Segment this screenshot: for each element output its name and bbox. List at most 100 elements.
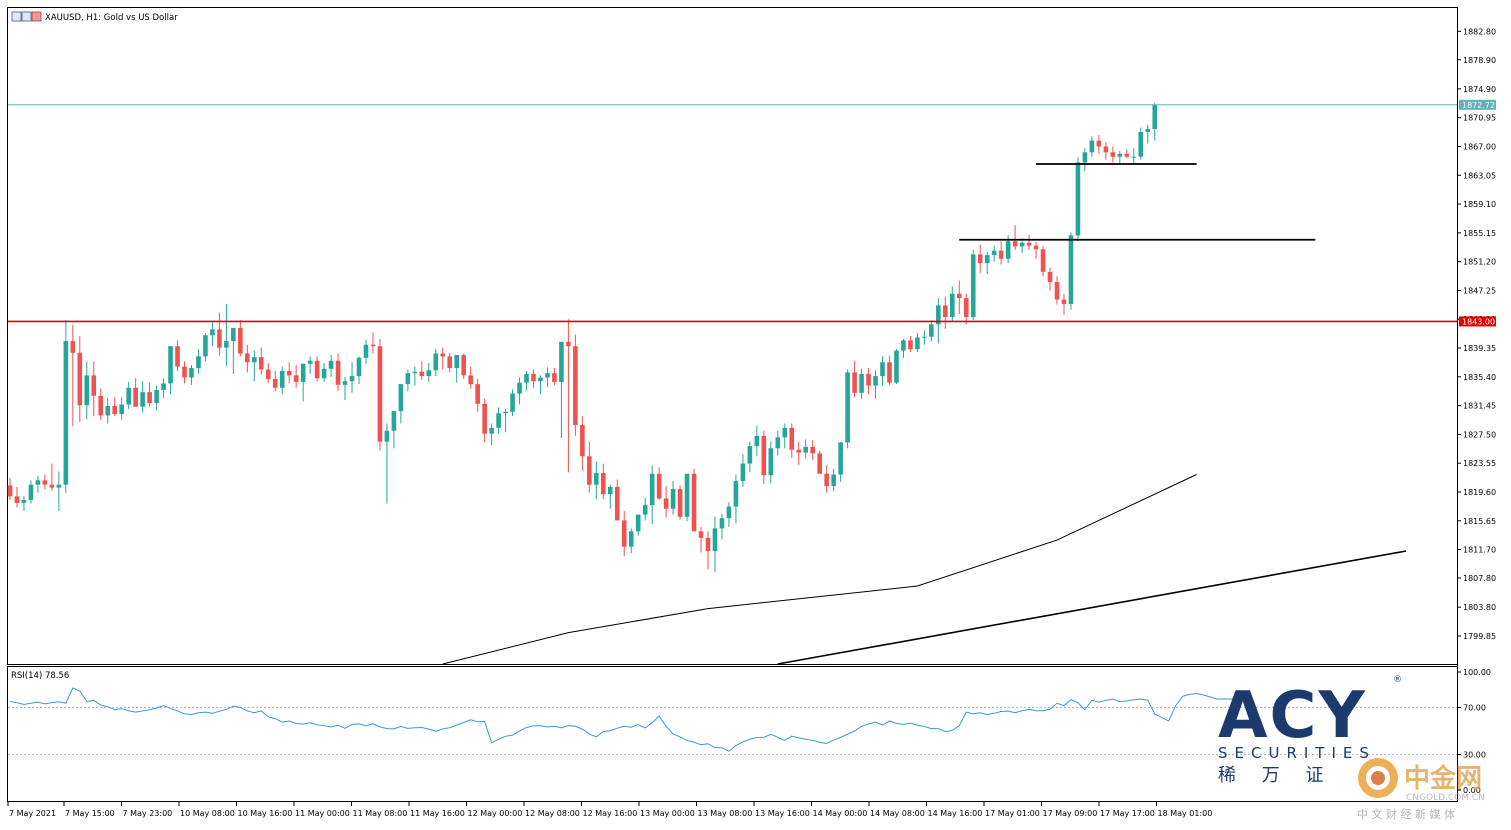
time-tick-label: 18 May 01:00 <box>1158 809 1213 818</box>
bear-candle <box>77 336 83 423</box>
bull-candle <box>126 381 131 409</box>
bull-candle <box>84 361 90 420</box>
price-tick-label: 1863.05 <box>1463 171 1496 180</box>
candle-body <box>628 531 634 547</box>
resistance-price-tag <box>1459 316 1496 327</box>
bull-candle <box>433 349 439 377</box>
candle-body <box>224 341 229 348</box>
candle-body <box>461 354 466 376</box>
candle-body <box>1026 242 1032 246</box>
rsi-tick-label: 30.00 <box>1463 751 1486 760</box>
bear-candle <box>7 478 13 500</box>
bull-candle <box>950 286 955 322</box>
candle-body <box>817 453 822 474</box>
candle-body <box>517 382 522 394</box>
bull-candle <box>1117 150 1123 164</box>
bear-candle <box>908 336 913 353</box>
candle-body <box>335 360 341 385</box>
candle-body <box>963 298 969 318</box>
bull-candle <box>545 367 550 388</box>
bear-candle <box>852 360 857 398</box>
bull-candle <box>349 362 355 393</box>
candle-body <box>105 405 111 416</box>
candle-body <box>377 346 383 442</box>
candle-body <box>796 449 802 453</box>
bear-candle <box>440 347 446 370</box>
candle-body <box>419 371 425 377</box>
candle-body <box>189 368 194 378</box>
bear-candle <box>531 369 536 388</box>
candle-body <box>670 489 676 509</box>
candle-body <box>559 341 564 382</box>
bull-candle <box>1068 232 1074 310</box>
bear-candle <box>91 361 97 417</box>
bull-candle <box>775 430 781 456</box>
bull-candle <box>524 370 529 391</box>
bull-candle <box>915 333 920 353</box>
bear-candle <box>419 360 425 380</box>
bear-candle <box>943 296 948 329</box>
candle-body <box>1061 299 1067 304</box>
bull-candle <box>1082 147 1088 172</box>
bull-candle <box>503 408 508 433</box>
bull-candle <box>56 471 62 511</box>
time-tick-label: 12 May 08:00 <box>525 809 580 818</box>
bull-candle <box>426 362 432 382</box>
candle-body <box>1152 104 1158 129</box>
time-tick-label: 7 May 15:00 <box>65 809 115 818</box>
candle-body <box>677 489 683 517</box>
candle-body <box>112 405 117 414</box>
price-tick-label: 1831.45 <box>1463 402 1496 411</box>
bear-candle <box>314 356 320 382</box>
bull-candle <box>733 474 739 524</box>
candle-body <box>475 384 480 404</box>
time-axis: 7 May 2021 7 May 15:00 7 May 23:00 10 May 0… <box>7 802 1213 818</box>
price-tick-label: 1827.50 <box>1463 430 1496 439</box>
watermark-text: 中金网 <box>1404 763 1482 794</box>
candle-body <box>342 381 348 385</box>
candle-body <box>56 484 62 488</box>
candle-body <box>873 376 878 386</box>
bear-candle <box>810 440 815 460</box>
bull-candle <box>845 369 850 449</box>
current-price-tag <box>1459 99 1496 110</box>
candle-body <box>161 383 166 390</box>
bear-candle <box>587 441 592 493</box>
candle-body <box>580 424 585 457</box>
time-tick-label: 17 May 01:00 <box>985 809 1040 818</box>
candle-body <box>1012 241 1018 247</box>
bull-candle <box>154 385 159 411</box>
watermark-url: CNGOLD.COM.CN <box>1406 793 1485 803</box>
candle-body <box>719 518 725 529</box>
candle-body <box>747 446 753 464</box>
candle-body <box>217 329 222 348</box>
bear-candle <box>175 340 180 371</box>
bull-candle <box>203 333 208 362</box>
candle-body <box>656 473 662 499</box>
candle-body <box>42 480 48 485</box>
bull-candle <box>405 369 411 392</box>
bear-candle <box>286 362 292 384</box>
candle-body <box>775 437 781 449</box>
candle-body <box>293 375 299 382</box>
candle-body <box>922 336 927 338</box>
time-tick-label: 14 May 00:00 <box>813 809 868 818</box>
candle-body <box>238 327 243 354</box>
rsi-panel-frame <box>7 666 1458 802</box>
price-tick-label: 1867.00 <box>1463 142 1496 151</box>
bear-candle <box>70 325 76 427</box>
candle-body <box>733 481 739 507</box>
symbol-menu-icon[interactable] <box>11 11 42 22</box>
bear-candle <box>621 510 627 557</box>
candle-body <box>196 356 201 369</box>
bull-candle <box>28 480 34 504</box>
candle-body <box>866 373 871 386</box>
candle-body <box>258 357 264 370</box>
bull-candle <box>307 356 313 374</box>
bull-candle <box>984 252 990 275</box>
bull-candle <box>63 319 69 493</box>
time-tick-label: 10 May 08:00 <box>180 809 235 818</box>
bear-candle <box>482 398 487 443</box>
bull-candle <box>279 366 285 395</box>
